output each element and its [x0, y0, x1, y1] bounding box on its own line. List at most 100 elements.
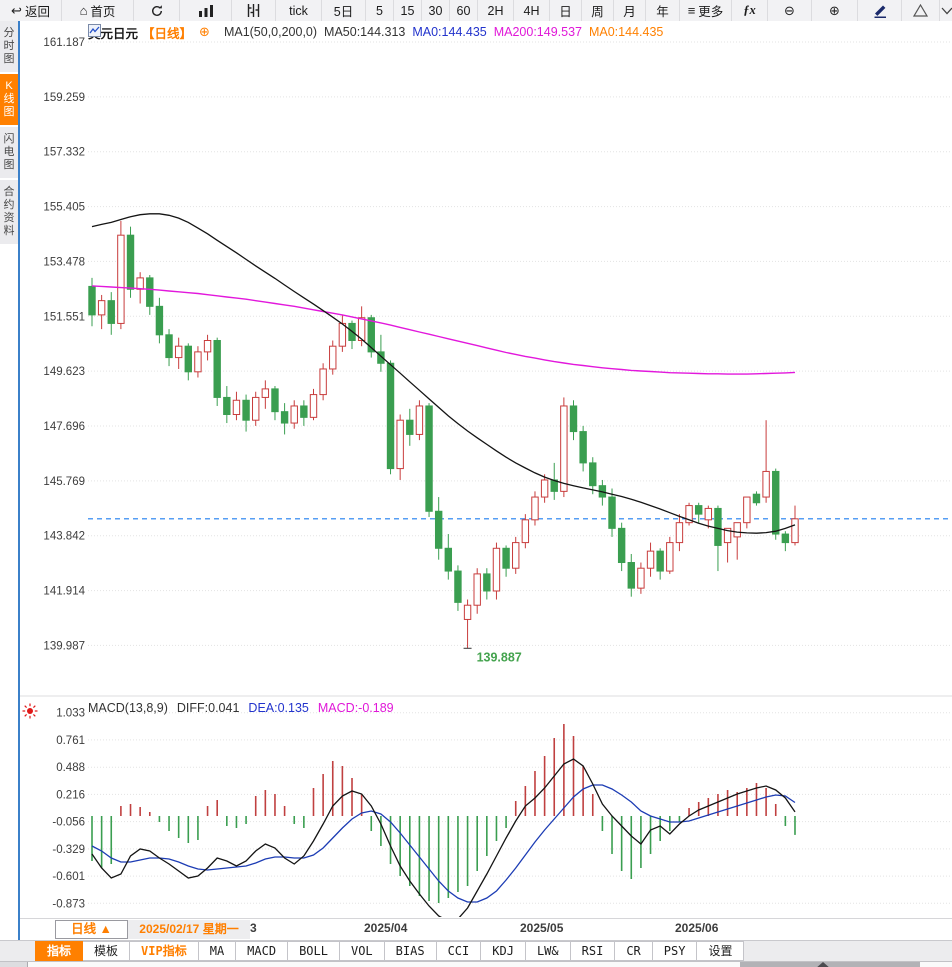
- bottom-tab-KDJ[interactable]: KDJ: [481, 941, 526, 961]
- toolbar-m15-label: 15: [400, 3, 415, 18]
- svg-text:155.405: 155.405: [43, 202, 85, 214]
- toolbar-home-label: 首页: [90, 5, 116, 19]
- bottom-tab-MA[interactable]: MA: [198, 941, 237, 961]
- sidebar-tab-lightning[interactable]: 闪电图: [0, 127, 18, 178]
- toolbar-week-button[interactable]: 周: [582, 0, 614, 21]
- month-label-partial: 3: [250, 921, 257, 935]
- scroll-corner-box: [0, 962, 28, 967]
- bottom-tab-CR[interactable]: CR: [615, 941, 653, 961]
- toolbar-5d-label: 5日: [333, 5, 354, 19]
- toolbar-back-button[interactable]: ↩ 返回: [0, 0, 62, 21]
- bottom-tab-PSY[interactable]: PSY: [652, 941, 698, 961]
- bottom-tab-模板[interactable]: 模板: [83, 941, 131, 961]
- toolbar-h2-button[interactable]: 2H: [478, 0, 514, 21]
- toolbar-draw-button[interactable]: [858, 0, 902, 21]
- toolbar-back-label: 返回: [24, 5, 50, 19]
- indicator-settings-icon[interactable]: [22, 703, 38, 719]
- toolbar-fx-button[interactable]: ƒx: [732, 0, 768, 21]
- period-dropdown-button[interactable]: 日线 ▲: [55, 920, 128, 939]
- bottom-tab-指标[interactable]: 指标: [35, 941, 84, 961]
- toolbar-fx-label: ƒx: [743, 3, 756, 17]
- toolbar-year-label: 年: [656, 5, 669, 19]
- toolbar-more-button[interactable]: ≡ 更多: [680, 0, 732, 21]
- toolbar-day-button[interactable]: 日: [550, 0, 582, 21]
- toolbar-bar-chart-button[interactable]: [180, 0, 232, 21]
- bottom-tab-BIAS[interactable]: BIAS: [384, 941, 437, 961]
- indicator-tabbar: 指标 模板 VIP指标 MA MACD BOLL VOL BIAS CCI KDJ LW& RSI CR…: [0, 940, 952, 961]
- svg-text:161.187: 161.187: [43, 37, 85, 49]
- toolbar-m30-button[interactable]: 30: [422, 0, 450, 21]
- sidebar-tab-contract-info[interactable]: 合约资料: [0, 180, 18, 244]
- bottom-tab-MACD[interactable]: MACD: [236, 941, 289, 961]
- collapse-handle[interactable]: [815, 962, 831, 967]
- toolbar-5d-button[interactable]: 5日: [322, 0, 366, 21]
- chevron-down-icon: [941, 4, 952, 17]
- zoom-in-icon: ⊕: [829, 3, 840, 18]
- svg-text:159.259: 159.259: [43, 92, 85, 104]
- bottom-tab-RSI[interactable]: RSI: [570, 941, 616, 961]
- candlesticks: [88, 220, 799, 649]
- ma0-blue-value: MA0:144.435: [412, 25, 487, 39]
- svg-text:145.769: 145.769: [43, 476, 85, 488]
- dea-line: [91, 784, 796, 903]
- ma200-line: [91, 285, 796, 375]
- toolbar-month-button[interactable]: 月: [614, 0, 646, 21]
- toolbar-m5-button[interactable]: 5: [366, 0, 394, 21]
- chart-area[interactable]: 161.187 159.259 157.332 155.405 153.478 151.5…: [20, 21, 952, 940]
- month-label: 2025/05: [520, 921, 564, 935]
- month-label: 2025/06: [675, 921, 719, 935]
- toolbar-m60-button[interactable]: 60: [450, 0, 478, 21]
- toolbar-zoom-out-button[interactable]: ⊖: [768, 0, 812, 21]
- price-macd-chart: 161.187 159.259 157.332 155.405 153.478 151.5…: [20, 37, 952, 917]
- back-icon: ↩: [11, 3, 22, 18]
- svg-text:0.761: 0.761: [56, 735, 85, 747]
- svg-text:151.551: 151.551: [43, 311, 85, 323]
- add-indicator-icon[interactable]: ⊕: [199, 24, 210, 39]
- toolbar-day-label: 日: [559, 5, 572, 19]
- toolbar-refresh-button[interactable]: [134, 0, 180, 21]
- bottom-tab-设置[interactable]: 设置: [697, 941, 745, 961]
- bottom-tab-CCI[interactable]: CCI: [436, 941, 482, 961]
- bottom-tab-VOL[interactable]: VOL: [339, 941, 385, 961]
- chart-title-row: 美元日元 【日线】 ⊕ MA1(50,0,200,0) MA50:144.313 …: [88, 24, 663, 41]
- macd-value: MACD:-0.189: [317, 700, 394, 715]
- svg-text:153.478: 153.478: [43, 256, 85, 268]
- toolbar-m5-label: 5: [376, 3, 383, 18]
- svg-text:143.842: 143.842: [43, 531, 85, 543]
- zoom-out-icon: ⊖: [784, 3, 795, 18]
- diff-line: [91, 758, 796, 917]
- svg-text:147.696: 147.696: [43, 421, 85, 433]
- sidebar-tab-kline[interactable]: K线图: [0, 74, 18, 125]
- svg-text:-0.873: -0.873: [52, 898, 85, 910]
- diff-value: DIFF:0.041: [176, 700, 240, 715]
- toolbar-tick-button[interactable]: tick: [276, 0, 322, 21]
- ma-settings-label: MA1(50,0,200,0): [223, 25, 318, 39]
- toolbar-extra-button[interactable]: [940, 0, 952, 21]
- crosshair-date-label: 2025/02/17 星期一: [128, 920, 250, 939]
- toolbar-h2-label: 2H: [487, 3, 504, 18]
- svg-text:-0.601: -0.601: [52, 871, 85, 883]
- bottom-tab-BOLL[interactable]: BOLL: [288, 941, 340, 961]
- month-label: 2025/04: [364, 921, 408, 935]
- toolbar-week-label: 周: [591, 5, 604, 19]
- toolbar-kline-button[interactable]: [232, 0, 276, 21]
- toolbar-year-button[interactable]: 年: [646, 0, 680, 21]
- toolbar-m15-button[interactable]: 15: [394, 0, 422, 21]
- period-label: 【日线】: [142, 26, 193, 41]
- bar-chart-icon: [198, 4, 214, 17]
- sidebar-tab-time-share[interactable]: 分时图: [0, 21, 18, 72]
- toolbar-more-label: 更多: [698, 5, 724, 19]
- bottom-tab-LW&[interactable]: LW&: [525, 941, 571, 961]
- toolbar-month-label: 月: [623, 5, 636, 19]
- toolbar-zoom-in-button[interactable]: ⊕: [812, 0, 858, 21]
- macd-label-row: MACD(13,8,9) DIFF:0.041 DEA:0.135 MACD:-…: [88, 700, 394, 715]
- svg-text:139.987: 139.987: [43, 640, 85, 652]
- toolbar-shape-button[interactable]: [902, 0, 940, 21]
- kline-icon: [246, 4, 261, 17]
- top-toolbar: ↩ 返回 ⌂ 首页 tick 5日 5 15 30 60 2H 4H 日周月年 ≡ 更多 ƒx ⊖ ⊕: [0, 0, 952, 22]
- toolbar-h4-button[interactable]: 4H: [514, 0, 550, 21]
- svg-text:1.033: 1.033: [56, 708, 85, 720]
- toolbar-home-button[interactable]: ⌂ 首页: [62, 0, 134, 21]
- bottom-tab-VIP指标[interactable]: VIP指标: [130, 941, 199, 961]
